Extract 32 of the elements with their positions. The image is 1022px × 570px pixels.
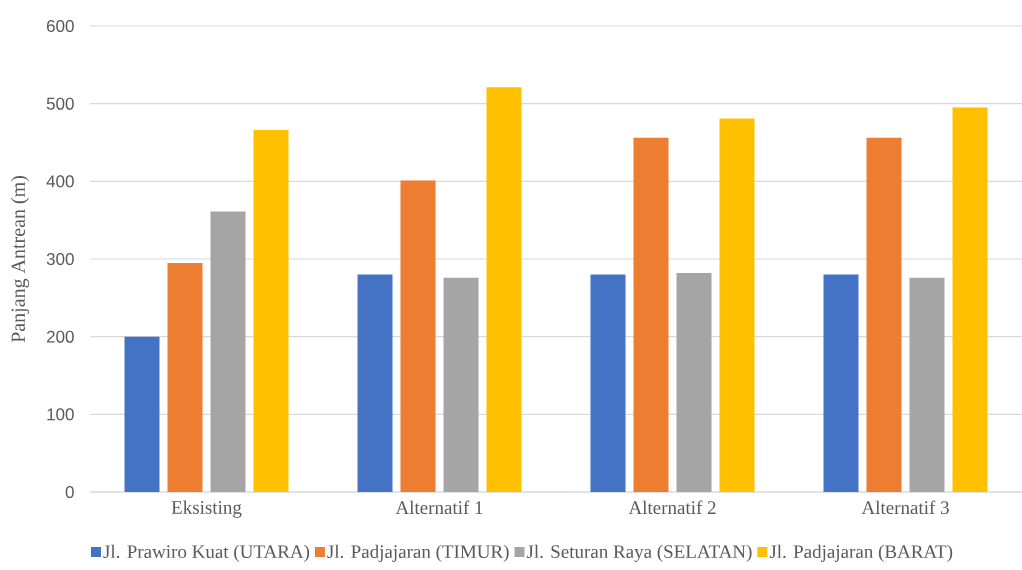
bar	[486, 87, 522, 492]
bar	[676, 272, 712, 492]
bar	[400, 180, 436, 492]
y-tick-label: 400	[46, 175, 74, 188]
bar	[590, 274, 626, 492]
bar	[633, 137, 669, 492]
x-tick-label: Alternatif 3	[861, 500, 949, 515]
x-tick-label: Alternatif 1	[395, 500, 483, 515]
bar	[167, 262, 203, 492]
bar	[357, 274, 393, 492]
y-axis-title: Panjang Antrean (m)	[10, 176, 30, 343]
x-tick-label: Alternatif 2	[628, 500, 716, 515]
y-tick-label: 300	[46, 252, 74, 266]
bar	[952, 107, 988, 492]
bar	[443, 277, 479, 492]
x-tick-label: Eksisting	[171, 500, 242, 518]
y-tick-label: 600	[46, 19, 74, 33]
bar	[253, 130, 289, 492]
bar	[823, 274, 859, 492]
bar	[909, 277, 945, 492]
bar	[866, 137, 902, 492]
legend-label: Jl. Padjajaran (BARAT)	[769, 544, 953, 562]
y-tick-label: 200	[46, 330, 74, 343]
y-tick-label: 500	[46, 97, 74, 110]
y-tick-label: 100	[47, 408, 74, 421]
legend-label: Jl. Prawiro Kuat (UTARA)	[103, 544, 310, 562]
bar	[719, 118, 755, 492]
legend-label: Jl. Seturan Raya (SELATAN)	[526, 544, 752, 562]
legend-label: Jl. Padjajaran (TIMUR)	[327, 544, 509, 562]
y-tick-label: 0	[65, 485, 74, 499]
bar	[210, 211, 246, 492]
bar	[124, 336, 160, 492]
